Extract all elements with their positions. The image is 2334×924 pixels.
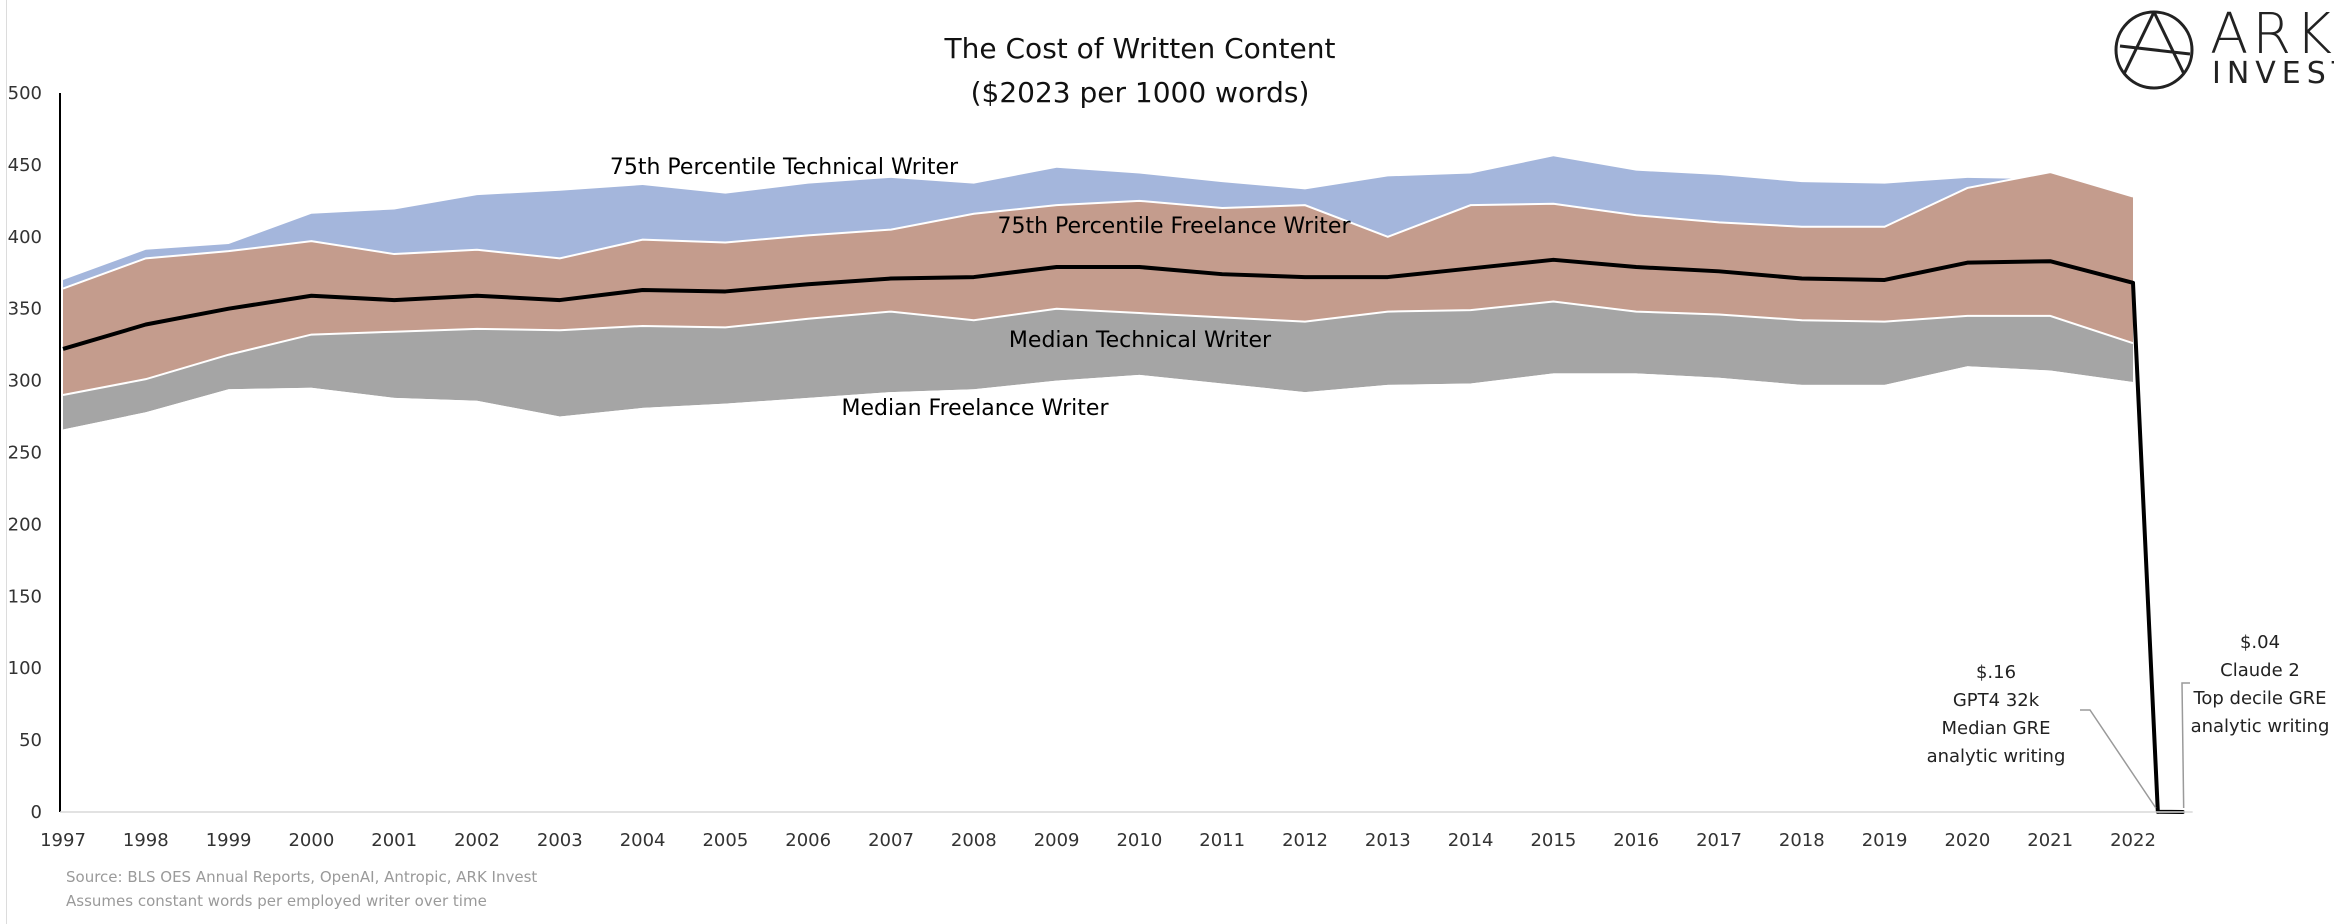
x-tick-label: 2019 — [1862, 830, 1908, 851]
label-median-freelance-writer: Median Freelance Writer — [842, 396, 1110, 421]
x-tick-label: 2001 — [371, 830, 417, 851]
page-left-rule — [6, 0, 7, 924]
x-tick-label: 2018 — [1779, 830, 1825, 851]
annotation-gpt4-line: analytic writing — [1927, 746, 2066, 767]
x-tick-label: 2016 — [1613, 830, 1659, 851]
y-tick-label: 0 — [31, 802, 42, 823]
annotation-claude-line: analytic writing — [2191, 716, 2330, 737]
x-tick-label: 2008 — [951, 830, 997, 851]
boundary-line-2 — [62, 300, 2134, 396]
x-tick-label: 2012 — [1282, 830, 1328, 851]
logo-invest-text: INVEST — [2212, 56, 2334, 91]
label-median-technical-writer: Median Technical Writer — [1009, 328, 1272, 353]
y-tick-label: 100 — [8, 658, 42, 679]
y-tick-label: 500 — [8, 83, 42, 104]
annotation-claude-line: $.04 — [2240, 632, 2280, 653]
x-tick-label: 1998 — [123, 830, 169, 851]
y-tick-label: 400 — [8, 227, 42, 248]
annotation-gpt4-line: Median GRE — [1941, 718, 2050, 739]
y-tick-label: 450 — [8, 155, 42, 176]
annotation-claude-line: Top decile GRE — [2192, 688, 2326, 709]
y-tick-label: 50 — [19, 730, 42, 751]
annotation-gpt4-line: GPT4 32k — [1953, 690, 2040, 711]
y-tick-label: 350 — [8, 299, 42, 320]
label-75th-technical-writer: 75th Percentile Technical Writer — [610, 155, 959, 180]
x-tick-label: 2010 — [1116, 830, 1162, 851]
x-tick-label: 2022 — [2110, 830, 2156, 851]
area-median-freelance-writer — [63, 366, 2133, 812]
source-note: Source: BLS OES Annual Reports, OpenAI, … — [66, 868, 538, 886]
y-tick-label: 150 — [8, 586, 42, 607]
label-75th-freelance-writer: 75th Percentile Freelance Writer — [997, 214, 1351, 239]
x-tick-label: 2015 — [1530, 830, 1576, 851]
x-tick-label: 1997 — [40, 830, 86, 851]
x-tick-label: 2002 — [454, 830, 500, 851]
x-tick-label: 2013 — [1365, 830, 1411, 851]
x-tick-label: 1999 — [206, 830, 252, 851]
boundary-line-1 — [62, 171, 2134, 290]
x-tick-label: 2021 — [2027, 830, 2073, 851]
logo-ark-text: ARK — [2210, 2, 2334, 67]
x-tick-label: 2009 — [1034, 830, 1080, 851]
area-75th-technical-writer — [63, 156, 2133, 289]
ark-invest-logo: ARK INVEST — [2110, 2, 2334, 96]
x-tick-label: 2020 — [1944, 830, 1990, 851]
y-tick-label: 200 — [8, 514, 42, 535]
y-tick-label: 300 — [8, 371, 42, 392]
area-median-technical-writer — [63, 301, 2133, 430]
x-tick-label: 2014 — [1448, 830, 1494, 851]
x-tick-label: 2006 — [785, 830, 831, 851]
series-line-main — [62, 257, 2183, 814]
x-tick-label: 2005 — [702, 830, 748, 851]
ark-logo-mark-icon — [2114, 10, 2194, 90]
chart-title: The Cost of Written Content — [944, 32, 1336, 65]
chart-subtitle: ($2023 per 1000 words) — [970, 76, 1310, 109]
x-tick-label: 2017 — [1696, 830, 1742, 851]
x-tick-label: 2011 — [1199, 830, 1245, 851]
x-tick-label: 2003 — [537, 830, 583, 851]
x-tick-label: 2000 — [288, 830, 334, 851]
annotation-claude-line: Claude 2 — [2220, 660, 2300, 681]
assumption-note: Assumes constant words per employed writ… — [66, 892, 487, 910]
annotation-gpt4-leader — [2080, 709, 2157, 809]
annotation-claude-leader — [2181, 682, 2190, 809]
x-tick-label: 2007 — [868, 830, 914, 851]
area-75th-freelance-writer — [63, 172, 2133, 395]
y-tick-label: 250 — [8, 443, 42, 464]
annotation-gpt4-line: $.16 — [1976, 662, 2016, 683]
x-tick-label: 2004 — [620, 830, 666, 851]
